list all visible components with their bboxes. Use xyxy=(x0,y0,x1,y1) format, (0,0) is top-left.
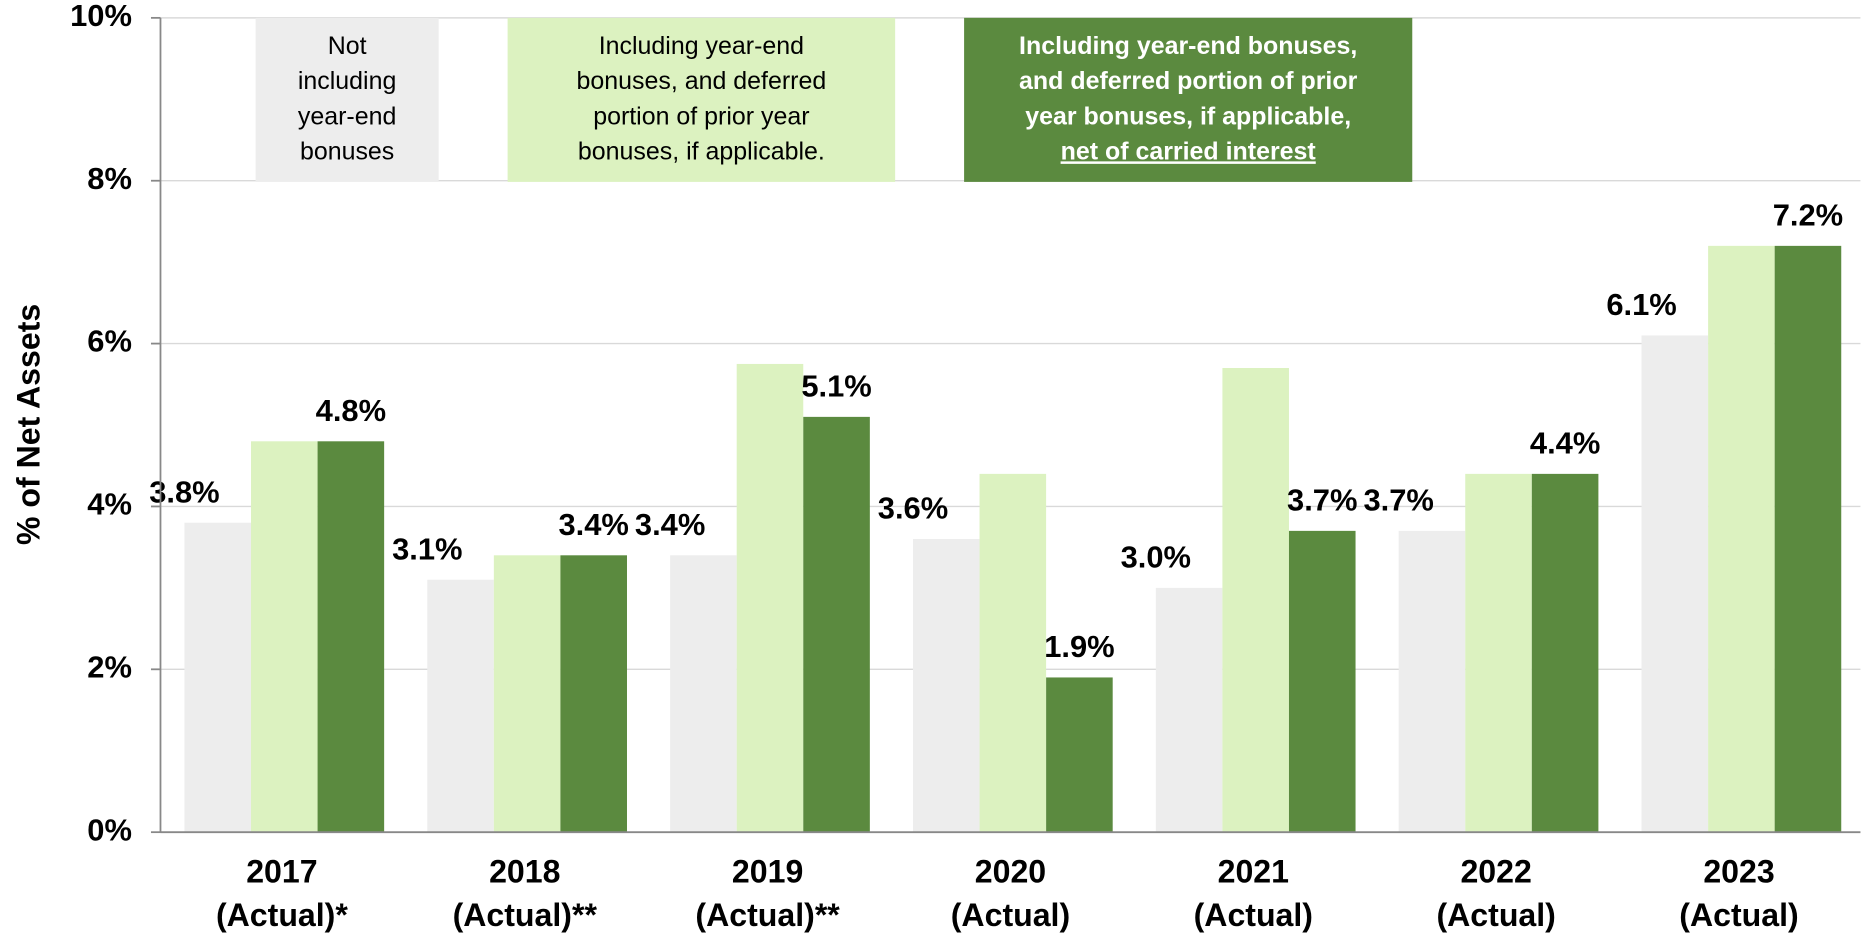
legend-box xyxy=(255,17,439,182)
bar xyxy=(184,522,252,833)
bar xyxy=(317,441,385,833)
x-tick-label: (Actual) xyxy=(1436,897,1555,933)
legend-label: Not xyxy=(328,32,367,60)
legend-label: including xyxy=(298,67,397,95)
value-label: 3.7% xyxy=(1287,483,1357,518)
x-tick-label: (Actual) xyxy=(1194,897,1313,933)
legend-label: portion of prior year xyxy=(593,102,809,130)
bar xyxy=(803,416,870,833)
x-tick-label: 2017 xyxy=(246,853,317,889)
y-tick-label: 8% xyxy=(87,161,132,196)
x-tick-label: 2019 xyxy=(732,853,803,889)
value-label: 7.2% xyxy=(1773,197,1843,232)
x-tick-label: (Actual) xyxy=(1679,897,1798,933)
bar xyxy=(1222,368,1289,833)
legend-label: Including year-end xyxy=(599,32,804,60)
legend-box xyxy=(507,17,896,182)
value-label: 3.4% xyxy=(635,507,705,542)
bar xyxy=(493,555,561,833)
x-tick-label: 2022 xyxy=(1460,853,1531,889)
bar xyxy=(427,579,494,833)
bar xyxy=(979,473,1047,833)
legend-label: Including year-end bonuses, xyxy=(1019,32,1357,60)
value-label: 3.0% xyxy=(1121,540,1191,575)
value-label: 1.9% xyxy=(1044,629,1114,664)
y-tick-label: 6% xyxy=(87,324,132,359)
bar xyxy=(1046,677,1113,833)
value-label: 3.4% xyxy=(558,507,628,542)
y-axis-label: % of Net Assets xyxy=(10,304,46,545)
x-tick-label: (Actual)** xyxy=(453,897,598,933)
value-label: 5.1% xyxy=(801,368,871,403)
bar xyxy=(1155,587,1223,833)
y-tick-label: 4% xyxy=(87,487,132,522)
y-tick-label: 2% xyxy=(87,649,132,684)
x-tick-label: 2023 xyxy=(1703,853,1774,889)
bar xyxy=(560,555,627,833)
value-label: 6.1% xyxy=(1606,287,1676,322)
x-tick-label: (Actual) xyxy=(951,897,1070,933)
legend-box xyxy=(964,17,1413,182)
value-label: 3.1% xyxy=(392,531,462,566)
value-label: 4.4% xyxy=(1530,425,1600,460)
bar xyxy=(251,441,318,833)
bar xyxy=(912,539,980,833)
x-tick-label: 2020 xyxy=(975,853,1046,889)
x-tick-label: (Actual)** xyxy=(695,897,840,933)
value-label: 3.6% xyxy=(878,491,948,526)
x-tick-label: (Actual)* xyxy=(216,897,348,933)
bar xyxy=(1288,530,1356,833)
legend-label: net of carried interest xyxy=(1061,137,1316,165)
bar xyxy=(670,555,737,833)
value-label: 3.7% xyxy=(1363,483,1433,518)
bar xyxy=(1465,473,1532,833)
legend-label: and deferred portion of prior xyxy=(1019,67,1358,95)
bar xyxy=(1531,473,1599,833)
y-tick-label: 10% xyxy=(70,0,132,33)
x-tick-label: 2021 xyxy=(1218,853,1289,889)
legend-label: bonuses, and deferred xyxy=(577,67,827,95)
bar xyxy=(1774,245,1842,833)
legend-label: bonuses, if applicable. xyxy=(578,137,825,165)
value-label: 4.8% xyxy=(316,393,386,428)
y-tick-label: 0% xyxy=(87,812,132,847)
bar xyxy=(1398,530,1466,833)
legend-label: year-end xyxy=(298,102,397,130)
legend-label: bonuses xyxy=(300,137,394,165)
legend-label: year bonuses, if applicable, xyxy=(1025,102,1351,130)
bar xyxy=(1708,245,1775,833)
bar xyxy=(736,363,804,833)
bar xyxy=(1641,335,1709,833)
x-tick-label: 2018 xyxy=(489,853,560,889)
